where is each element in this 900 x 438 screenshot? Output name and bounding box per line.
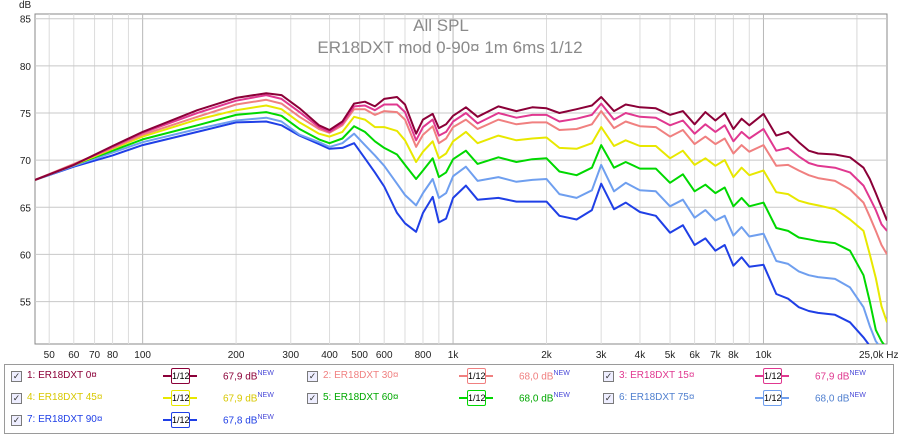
legend-item: ✓ 3: ER18DXT 15¤ 1/12 67,9 dBNEW [597,367,893,387]
legend-label: 1: ER18DXT 0¤ [27,370,97,381]
smoothing-label: 1/12 [171,368,190,384]
legend-label: 3: ER18DXT 15¤ [619,370,695,381]
legend-value: 68,0 dBNEW [815,392,866,404]
chart-title: All SPL [413,16,469,35]
x-tick-label: 8k [728,350,740,361]
x-tick-label: 60 [68,350,80,361]
x-axis-ticks: 50 60 70 80 100 200 300 400 500 600 800 1k 2k 3k 4k 5k 6… [44,350,899,361]
smoothing-label: 1/12 [467,390,486,406]
series-line-7 [35,120,870,344]
legend-value-text: 68,0 dB [815,393,850,405]
legend-label: 6: ER18DXT 75¤ [619,392,695,403]
legend-value-text: 67,9 dB [223,371,258,383]
series-lines [35,92,887,344]
checkbox-icon[interactable]: ✓ [307,393,318,404]
x-tick-label: 10k [755,350,772,361]
smoothing-selector[interactable]: 1/12 [163,368,197,384]
checkbox-icon[interactable]: ✓ [11,415,22,426]
new-badge: NEW [257,370,274,377]
new-badge: NEW [849,392,866,399]
y-tick-label: 60 [20,250,32,261]
x-tick-label: 500 [351,350,368,361]
spl-chart: 85 80 75 70 65 60 55 50 60 70 80 100 200 300 400 500 60… [19,0,899,361]
series-line-6 [35,116,880,344]
smoothing-label: 1/12 [763,390,782,406]
x-tick-label: 80 [107,350,119,361]
y-tick-label: 65 [20,203,32,214]
new-badge: NEW [849,370,866,377]
new-badge: NEW [553,370,570,377]
legend-item: ✓ 2: ER18DXT 30¤ 1/12 68,0 dBNEW [301,367,597,387]
checkbox-icon[interactable]: ✓ [603,371,614,382]
x-tick-label: 2k [541,350,553,361]
legend-value: 67,9 dBNEW [223,392,274,404]
legend-label: 5: ER18DXT 60¤ [323,392,399,403]
legend-label: 7: ER18DXT 90¤ [27,414,103,425]
legend-value-text: 68,0 dB [519,393,554,405]
x-tick-label: 4k [635,350,647,361]
legend-value: 68,0 dBNEW [519,370,570,382]
x-tick-label: 70 [89,350,101,361]
smoothing-selector[interactable]: 1/12 [459,368,493,384]
legend-value-text: 67,8 dB [223,415,258,427]
new-badge: NEW [257,414,274,421]
plot-area [34,13,888,345]
x-tick-label: 7k [710,350,722,361]
legend-item: ✓ 6: ER18DXT 75¤ 1/12 68,0 dBNEW [597,389,893,409]
smoothing-selector[interactable]: 1/12 [163,390,197,406]
checkbox-icon[interactable]: ✓ [11,371,22,382]
legend-label: 2: ER18DXT 30¤ [323,370,399,381]
x-tick-label: 400 [321,350,338,361]
x-tick-label: 1k [448,350,460,361]
chart-subtitle: ER18DXT mod 0-90¤ 1m 6ms 1/12 [317,38,582,57]
smoothing-label: 1/12 [467,368,486,384]
legend-value-text: 67,9 dB [815,371,850,383]
smoothing-label: 1/12 [171,390,190,406]
x-tick-label: 6k [689,350,701,361]
series-line-5 [35,111,885,344]
smoothing-label: 1/12 [763,368,782,384]
legend-item: ✓ 4: ER18DXT 45¤ 1/12 67,9 dBNEW [5,389,301,409]
smoothing-selector[interactable]: 1/12 [755,390,789,406]
legend-value: 67,8 dBNEW [223,414,274,426]
legend-panel: ✓ 1: ER18DXT 0¤ 1/12 67,9 dBNEW ✓ 2: ER18DXT … [4,364,894,434]
x-tick-label: 5k [665,350,677,361]
x-tick-label: 25,0k Hz [859,350,898,361]
legend-value: 67,9 dBNEW [223,370,274,382]
x-tick-label: 300 [282,350,299,361]
series-line-3 [35,94,887,232]
y-tick-label: 75 [20,109,32,120]
smoothing-selector[interactable]: 1/12 [755,368,789,384]
x-tick-label: 800 [415,350,432,361]
legend-item: ✓ 5: ER18DXT 60¤ 1/12 68,0 dBNEW [301,389,597,409]
legend-item: ✓ 7: ER18DXT 90¤ 1/12 67,8 dBNEW [5,411,301,431]
x-tick-label: 50 [44,350,56,361]
legend-value-text: 68,0 dB [519,371,554,383]
legend-value: 67,9 dBNEW [815,370,866,382]
checkbox-icon[interactable]: ✓ [603,393,614,404]
y-tick-label: 70 [20,156,32,167]
x-tick-label: 200 [228,350,245,361]
y-tick-label: 55 [20,298,32,309]
new-badge: NEW [257,392,274,399]
y-tick-label: 80 [20,62,32,73]
series-line-4 [35,104,887,323]
legend-value: 68,0 dBNEW [519,392,570,404]
smoothing-label: 1/12 [171,412,190,428]
series-line-1 [35,92,887,221]
smoothing-selector[interactable]: 1/12 [459,390,493,406]
y-axis-ticks: 85 80 75 70 65 60 55 [20,15,32,309]
y-axis-unit-label: dB [19,0,32,11]
legend-item: ✓ 1: ER18DXT 0¤ 1/12 67,9 dBNEW [5,367,301,387]
y-tick-label: 85 [20,15,32,26]
x-tick-label: 3k [596,350,608,361]
smoothing-selector[interactable]: 1/12 [163,412,197,428]
checkbox-icon[interactable]: ✓ [11,393,22,404]
legend-label: 4: ER18DXT 45¤ [27,392,103,403]
x-tick-label: 100 [134,350,151,361]
checkbox-icon[interactable]: ✓ [307,371,318,382]
new-badge: NEW [553,392,570,399]
legend-value-text: 67,9 dB [223,393,258,405]
x-tick-label: 600 [376,350,393,361]
